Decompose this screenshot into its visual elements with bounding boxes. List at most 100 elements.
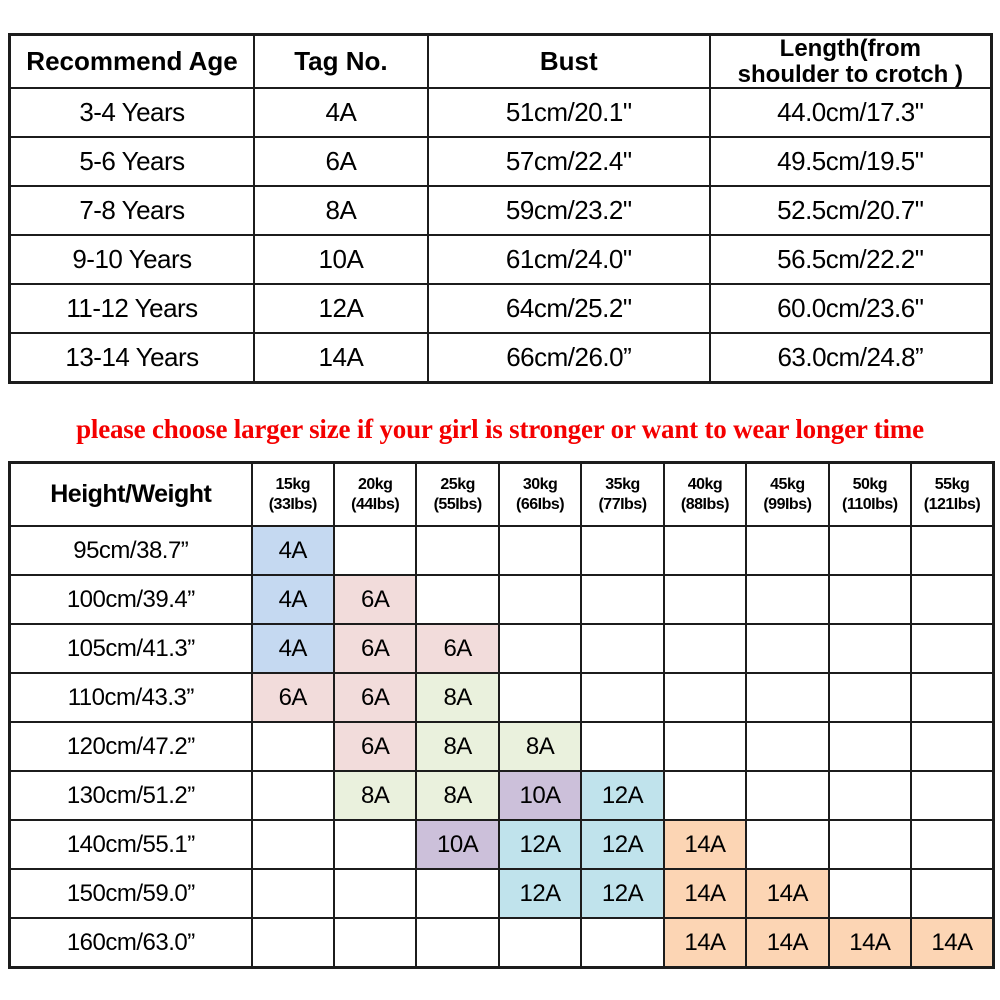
size-measurement-table: Recommend Age Tag No. Bust Length(from s… <box>8 33 993 384</box>
header-length: Length(from shoulder to crotch ) <box>708 33 993 89</box>
matrix-size-cell: 6A <box>332 574 418 625</box>
matrix-height-label: 140cm/55.1” <box>8 819 253 870</box>
weight-kg-label: 45kg <box>770 476 805 494</box>
matrix-empty-cell <box>910 525 995 576</box>
size-table-row: 9-10 Years 10A 61cm/24.0" 56.5cm/22.2" <box>8 234 993 285</box>
weight-lbs-label: (55Ibs) <box>433 495 483 513</box>
size-table-row: 5-6 Years 6A 57cm/22.4" 49.5cm/19.5" <box>8 136 993 187</box>
matrix-empty-cell <box>827 623 913 674</box>
matrix-empty-cell <box>497 623 583 674</box>
matrix-empty-cell <box>910 770 995 821</box>
size-advisory-note: please choose larger size if your girl i… <box>76 414 924 444</box>
matrix-size-cell: 10A <box>415 819 500 870</box>
matrix-empty-cell <box>332 917 418 969</box>
header-weight-col: 15kg (33Ibs) <box>250 461 335 527</box>
matrix-empty-cell <box>497 574 583 625</box>
header-weight-col: 35kg (77Ibs) <box>580 461 665 527</box>
weight-kg-label: 20kg <box>357 476 393 494</box>
matrix-size-cell: 14A <box>662 917 748 969</box>
matrix-size-cell: 12A <box>497 868 583 919</box>
weight-lbs-label: (121Ibs) <box>923 495 981 513</box>
matrix-row: 160cm/63.0” 14A 14A 14A 14A <box>8 917 995 969</box>
matrix-size-cell: 12A <box>580 819 665 870</box>
matrix-height-label: 95cm/38.7” <box>8 525 253 576</box>
matrix-empty-cell <box>827 868 913 919</box>
matrix-empty-cell <box>827 721 913 772</box>
matrix-empty-cell <box>827 770 913 821</box>
matrix-empty-cell <box>497 525 583 576</box>
matrix-row: 105cm/41.3” 4A 6A 6A <box>8 623 995 674</box>
matrix-size-cell: 6A <box>415 623 500 674</box>
matrix-empty-cell <box>910 819 995 870</box>
size-table-row: 13-14 Years 14A 66cm/26.0” 63.0cm/24.8” <box>8 332 993 384</box>
matrix-size-cell: 6A <box>332 623 418 674</box>
matrix-empty-cell <box>745 770 830 821</box>
matrix-empty-cell <box>250 868 335 919</box>
weight-lbs-label: (77Ibs) <box>598 495 647 513</box>
matrix-size-cell: 6A <box>250 672 335 723</box>
size-table-cell: 7-8 Years <box>8 185 256 236</box>
matrix-empty-cell <box>332 819 418 870</box>
matrix-size-cell: 6A <box>332 672 418 723</box>
matrix-size-cell: 14A <box>745 917 830 969</box>
matrix-size-cell: 14A <box>745 868 830 919</box>
matrix-empty-cell <box>580 672 665 723</box>
matrix-empty-cell <box>745 721 830 772</box>
matrix-empty-cell <box>497 917 583 969</box>
height-weight-matrix-table: Height/Weight 15kg (33Ibs) 20kg (44Ibs) 25kg… <box>8 461 995 969</box>
matrix-empty-cell <box>910 868 995 919</box>
weight-kg-label: 25kg <box>440 476 475 494</box>
matrix-empty-cell <box>910 574 995 625</box>
header-weight-col: 55kg (121Ibs) <box>910 461 995 527</box>
size-table-cell: 59cm/23.2" <box>426 185 711 236</box>
matrix-size-cell: 8A <box>415 770 500 821</box>
weight-kg-label: 35kg <box>605 476 640 494</box>
header-weight-col: 45kg (99Ibs) <box>745 461 830 527</box>
matrix-size-cell: 10A <box>497 770 583 821</box>
header-tag-no: Tag No. <box>253 33 429 89</box>
weight-lbs-label: (44Ibs) <box>351 495 400 513</box>
matrix-size-cell: 14A <box>910 917 995 969</box>
matrix-size-cell: 14A <box>662 868 748 919</box>
size-table-cell: 8A <box>253 185 429 236</box>
matrix-empty-cell <box>745 623 830 674</box>
size-table-body: 3-4 Years 4A 51cm/20.1" 44.0cm/17.3" 5-6 Yea… <box>8 87 993 384</box>
matrix-row: 95cm/38.7” 4A <box>8 525 995 576</box>
matrix-empty-cell <box>662 770 748 821</box>
matrix-empty-cell <box>250 721 335 772</box>
matrix-empty-cell <box>745 525 830 576</box>
matrix-row: 150cm/59.0” 12A 12A 14A 14A <box>8 868 995 919</box>
size-table-header-row: Recommend Age Tag No. Bust Length(from s… <box>8 33 993 89</box>
size-table-row: 7-8 Years 8A 59cm/23.2" 52.5cm/20.7" <box>8 185 993 236</box>
matrix-height-label: 120cm/47.2” <box>8 721 253 772</box>
size-table-cell: 9-10 Years <box>8 234 256 285</box>
matrix-row: 140cm/55.1” 10A 12A 12A 14A <box>8 819 995 870</box>
matrix-empty-cell <box>910 672 995 723</box>
size-table-row: 11-12 Years 12A 64cm/25.2" 60.0cm/23.6" <box>8 283 993 334</box>
matrix-size-cell: 4A <box>250 574 335 625</box>
matrix-empty-cell <box>415 525 500 576</box>
matrix-size-cell: 12A <box>497 819 583 870</box>
size-table-cell: 14A <box>253 332 429 384</box>
matrix-empty-cell <box>662 525 748 576</box>
matrix-empty-cell <box>662 574 748 625</box>
matrix-empty-cell <box>415 917 500 969</box>
matrix-empty-cell <box>415 574 500 625</box>
matrix-size-cell: 12A <box>580 868 665 919</box>
matrix-size-cell: 14A <box>662 819 748 870</box>
matrix-row: 130cm/51.2” 8A 8A 10A 12A <box>8 770 995 821</box>
matrix-height-label: 110cm/43.3” <box>8 672 253 723</box>
weight-kg-label: 30kg <box>522 476 558 494</box>
header-bust: Bust <box>426 33 711 89</box>
matrix-row: 110cm/43.3” 6A 6A 8A <box>8 672 995 723</box>
matrix-size-cell: 4A <box>250 525 335 576</box>
matrix-size-cell: 14A <box>827 917 913 969</box>
matrix-size-cell: 8A <box>415 721 500 772</box>
matrix-row: 100cm/39.4” 4A 6A <box>8 574 995 625</box>
matrix-empty-cell <box>580 574 665 625</box>
matrix-empty-cell <box>827 819 913 870</box>
size-table-cell: 63.0cm/24.8” <box>708 332 993 384</box>
size-table-cell: 51cm/20.1" <box>426 87 711 138</box>
matrix-height-label: 160cm/63.0” <box>8 917 253 969</box>
